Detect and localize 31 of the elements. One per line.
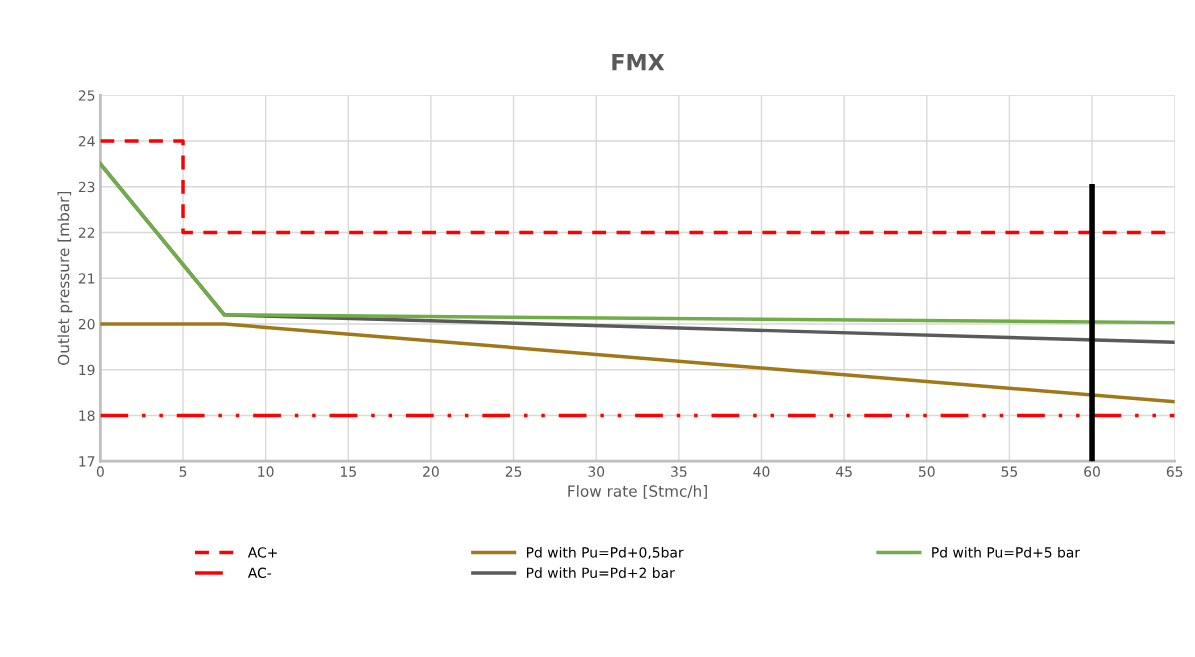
chart-title: FMX	[612, 54, 665, 71]
y-tick-label: 17	[79, 456, 95, 467]
legend-label: Pd with Pu=Pd+2 bar	[526, 567, 675, 579]
x-tick-label: 30	[588, 466, 605, 477]
y-tick-label: 24	[78, 135, 95, 147]
y-tick-label: 18	[79, 410, 95, 421]
x-tick-label: 50	[919, 466, 935, 477]
x-tick-label: 25	[505, 466, 522, 477]
x-tick-label: 60	[1084, 466, 1100, 477]
x-tick-label: 45	[835, 466, 852, 477]
y-tick-label: 22	[78, 227, 95, 238]
x-tick-label: 20	[423, 466, 439, 477]
x-tick-label: 15	[340, 466, 356, 477]
y-tick-label: 25	[78, 90, 95, 101]
legend-label: Pd with Pu=Pd+0,5bar	[526, 546, 684, 560]
legend-label: AC-	[247, 567, 272, 579]
x-tick-label: 55	[1001, 466, 1018, 477]
x-tick-label: 35	[671, 466, 687, 477]
x-axis-title: Flow rate [Stmc/h]	[568, 485, 707, 499]
y-axis-title: Outlet pressure [mbar]	[57, 191, 73, 365]
y-tick-label: 23	[78, 181, 95, 193]
x-tick-label: 5	[179, 466, 187, 477]
y-tick-label: 20	[78, 318, 95, 330]
x-tick-label: 65	[1166, 466, 1183, 477]
x-tick-label: 0	[96, 466, 104, 477]
legend-label: Pd with Pu=Pd+5 bar	[932, 546, 1081, 558]
legend-label: AC+	[247, 547, 277, 558]
x-tick-label: 40	[753, 466, 770, 477]
y-tick-label: 21	[78, 273, 95, 284]
x-tick-label: 10	[258, 466, 274, 477]
y-tick-label: 19	[79, 364, 95, 376]
